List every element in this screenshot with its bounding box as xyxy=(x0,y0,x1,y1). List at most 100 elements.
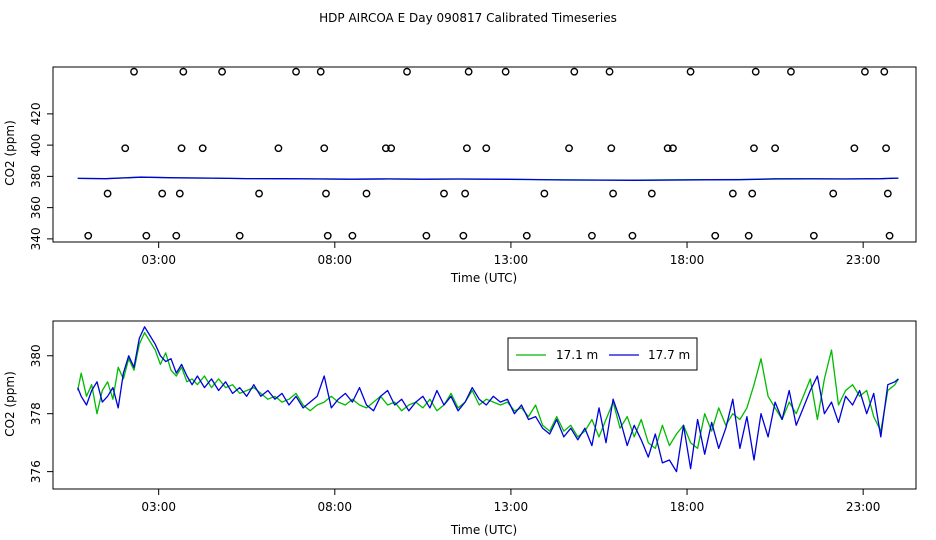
top-y-axis: 340 360 380 400 420 xyxy=(29,102,53,250)
calibration-point xyxy=(647,189,656,198)
calibration-point xyxy=(669,144,677,153)
calibration-point xyxy=(158,189,167,198)
bottom-x-axis-label: Time (UTC) xyxy=(450,523,517,537)
top-x-tick-label: 13:00 xyxy=(494,253,529,267)
calibration-point xyxy=(751,67,760,76)
calibration-point xyxy=(177,144,186,153)
bot-series-line-177 xyxy=(77,326,899,473)
calibration-point xyxy=(274,144,283,153)
bot-x-tick-label: 23:00 xyxy=(846,500,881,514)
top-y-axis-label: CO2 (ppm) xyxy=(3,120,17,186)
calibration-point xyxy=(570,67,579,76)
top-x-axis: 03:00 08:00 13:00 18:00 23:00 xyxy=(141,242,880,267)
calibration-point xyxy=(540,189,549,198)
calibration-point xyxy=(292,67,300,76)
calibration-point xyxy=(130,67,138,76)
calibration-point xyxy=(686,67,695,76)
calibration-point xyxy=(501,67,510,76)
top-y-tick-label: 420 xyxy=(29,102,43,125)
calibration-point xyxy=(320,144,329,153)
top-series-lines xyxy=(77,176,899,181)
calibration-point xyxy=(403,67,411,76)
top-x-tick-label: 18:00 xyxy=(670,253,705,267)
calibration-point xyxy=(522,231,531,240)
top-series-line-177 xyxy=(77,176,899,181)
calibration-point xyxy=(172,231,181,240)
calibration-point xyxy=(387,144,396,153)
calibration-point xyxy=(440,189,448,198)
calibration-point xyxy=(348,231,357,240)
top-x-tick-label: 03:00 xyxy=(141,253,176,267)
calibration-point xyxy=(459,231,468,240)
top-x-tick-label: 08:00 xyxy=(317,253,352,267)
calibration-point xyxy=(422,231,431,240)
bottom-y-axis-label: CO2 (ppm) xyxy=(3,371,17,437)
calibration-point xyxy=(744,231,753,240)
calibration-point xyxy=(607,144,616,153)
calibration-point xyxy=(464,67,473,76)
top-panel: 03:00 08:00 13:00 18:00 23:00 340 360 380 400 42… xyxy=(3,66,917,285)
legend-label-17-7: 17.7 m xyxy=(648,348,690,362)
calibration-point xyxy=(771,144,780,153)
calibration-point xyxy=(316,67,325,76)
calibration-point xyxy=(179,67,188,76)
calibration-point xyxy=(883,189,892,198)
calibration-point xyxy=(809,231,818,240)
top-y-tick-label: 400 xyxy=(29,134,43,157)
top-y-tick-label: 380 xyxy=(29,165,43,188)
calibration-point xyxy=(588,231,596,240)
calibration-point xyxy=(84,231,93,240)
calibration-point xyxy=(198,144,207,153)
calibration-point xyxy=(628,231,637,240)
calibration-point xyxy=(728,189,737,198)
calibration-point xyxy=(103,189,112,198)
calibration-point xyxy=(748,189,757,198)
calibration-point xyxy=(461,189,470,198)
calibration-point xyxy=(609,189,617,198)
calibration-point xyxy=(885,231,894,240)
bottom-x-axis: 03:00 08:00 13:00 18:00 23:00 xyxy=(141,489,880,514)
calibration-point xyxy=(829,189,838,198)
calibration-point xyxy=(362,189,371,198)
calibration-point xyxy=(880,67,889,76)
calibration-point xyxy=(218,67,226,76)
top-plot-frame xyxy=(52,66,917,243)
legend-label-17-1: 17.1 m xyxy=(556,348,598,362)
bot-y-tick-label: 376 xyxy=(29,460,43,483)
calibration-point xyxy=(861,67,869,76)
bot-series-line-171 xyxy=(77,331,899,450)
calibration-point xyxy=(255,189,263,198)
bot-x-tick-label: 13:00 xyxy=(494,500,529,514)
calibration-point xyxy=(663,144,672,153)
bot-x-tick-label: 18:00 xyxy=(670,500,705,514)
calibration-point xyxy=(142,231,151,240)
calibration-point xyxy=(565,144,573,153)
calibration-point xyxy=(462,144,471,153)
bottom-panel: 03:00 08:00 13:00 18:00 23:00 376 378 380 Time… xyxy=(3,320,917,537)
bot-y-tick-label: 380 xyxy=(29,344,43,367)
bot-y-tick-label: 378 xyxy=(29,402,43,425)
bot-x-tick-label: 08:00 xyxy=(317,500,352,514)
calibration-point xyxy=(121,144,130,153)
calibration-point xyxy=(482,144,491,153)
calibration-point xyxy=(235,231,244,240)
top-y-tick-label: 360 xyxy=(29,196,43,219)
calibration-point xyxy=(381,144,390,153)
bottom-series-lines xyxy=(77,326,899,473)
calibration-point xyxy=(175,189,184,198)
calibration-point xyxy=(323,231,332,240)
bottom-y-axis: 376 378 380 xyxy=(29,344,53,483)
figure-title: HDP AIRCOA E Day 090817 Calibrated Times… xyxy=(319,11,617,25)
top-calibration-points xyxy=(84,67,894,240)
bot-x-tick-label: 03:00 xyxy=(141,500,176,514)
calibration-point xyxy=(750,144,758,153)
bottom-plot-frame xyxy=(52,320,917,490)
top-x-tick-label: 23:00 xyxy=(846,253,881,267)
top-y-tick-label: 340 xyxy=(29,227,43,250)
calibration-point xyxy=(322,189,330,198)
top-x-axis-label: Time (UTC) xyxy=(450,271,517,285)
calibration-point xyxy=(850,144,859,153)
legend: 17.1 m 17.7 m xyxy=(507,337,698,371)
calibration-point xyxy=(882,144,890,153)
